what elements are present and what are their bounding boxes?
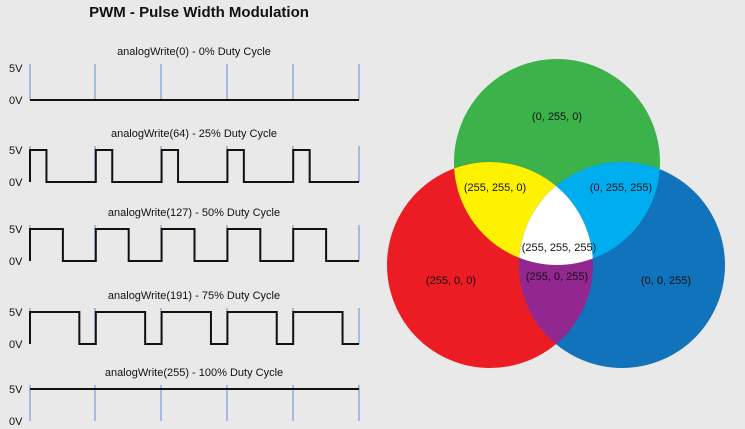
waveform-row: analogWrite(255) - 100% Duty Cycle 5V 0V [9,367,360,428]
voltage-low-label: 0V [9,256,23,268]
voltage-low-label: 0V [9,416,23,428]
voltage-low-label: 0V [9,177,23,189]
green-label: (0, 255, 0) [532,111,582,123]
waveform-row: analogWrite(64) - 25% Duty Cycle 5V 0V [9,128,360,189]
pwm-signal [29,149,359,183]
rgb-venn-diagram: (0, 255, 0) (255, 255, 0) (0, 255, 255) … [387,59,725,368]
voltage-high-label: 5V [9,63,23,75]
red-label: (255, 0, 0) [426,275,476,287]
waveform-row: analogWrite(127) - 50% Duty Cycle 5V 0V [9,207,360,268]
pwm-waveforms: analogWrite(0) - 0% Duty Cycle5V0Vanalog… [9,46,360,428]
waveform-row: analogWrite(191) - 75% Duty Cycle 5V 0V [9,290,360,351]
waveform-label: analogWrite(64) - 25% Duty Cycle [111,128,277,140]
voltage-high-label: 5V [9,224,23,236]
waveform-label: analogWrite(0) - 0% Duty Cycle [117,46,271,58]
yellow-label: (255, 255, 0) [464,182,526,194]
voltage-high-label: 5V [9,145,23,157]
figure-title: PWM - Pulse Width Modulation [89,4,309,21]
pwm-signal [29,311,359,345]
white-overlap [519,162,593,265]
waveform-label: analogWrite(127) - 50% Duty Cycle [108,207,280,219]
voltage-high-label: 5V [9,307,23,319]
pwm-signal [29,228,359,262]
white-label: (255, 255, 255) [522,242,597,254]
blue-label: (0, 0, 255) [641,275,691,287]
cyan-label: (0, 255, 255) [590,182,652,194]
waveform-label: analogWrite(191) - 75% Duty Cycle [108,290,280,302]
voltage-low-label: 0V [9,339,23,351]
waveform-row: analogWrite(0) - 0% Duty Cycle 5V 0V [9,46,360,107]
waveform-label: analogWrite(255) - 100% Duty Cycle [105,367,283,379]
voltage-low-label: 0V [9,95,23,107]
magenta-label: (255, 0, 255) [526,271,588,283]
voltage-high-label: 5V [9,384,23,396]
